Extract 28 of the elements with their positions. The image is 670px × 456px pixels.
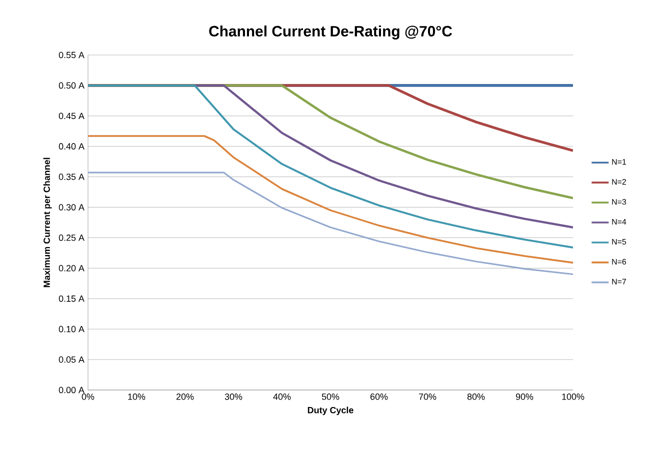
x-tick-label: 70% xyxy=(418,394,436,400)
x-tick-label: 0% xyxy=(82,394,94,400)
chart-title: Channel Current De-Rating @70°C xyxy=(209,26,452,40)
x-tick-label: 30% xyxy=(224,394,242,400)
line-series xyxy=(88,135,574,264)
x-tick-label: 90% xyxy=(516,394,534,400)
x-axis-title: Duty Cycle xyxy=(308,406,354,416)
x-tick-label: 10% xyxy=(128,394,146,400)
y-tick-label: 0.35 A xyxy=(58,174,84,180)
y-tick-label: 0.50 A xyxy=(58,82,84,89)
x-tick-label: 80% xyxy=(467,394,485,400)
y-tick-label: 0.45 A xyxy=(58,112,84,120)
x-tick-label: 40% xyxy=(273,394,291,400)
y-tick-label: 0.15 A xyxy=(58,295,84,302)
y-tick-label: 0.30 A xyxy=(58,204,84,210)
y-tick-label: 0.00 A xyxy=(58,386,84,394)
x-tick-label: 50% xyxy=(322,394,340,400)
y-axis-title: Maximum Current per Channel xyxy=(43,158,52,288)
x-tick-label: 100% xyxy=(562,394,584,400)
x-tick-label: 60% xyxy=(370,394,388,400)
y-tick-label: 0.40 A xyxy=(58,143,84,150)
y-tick-label: 0.20 A xyxy=(58,265,84,272)
x-tick-label: 20% xyxy=(176,394,194,400)
line-series xyxy=(88,172,574,276)
y-tick-label: 0.10 A xyxy=(58,326,84,332)
y-tick-label: 0.05 A xyxy=(58,356,84,363)
y-tick-label: 0.55 A xyxy=(58,52,84,58)
y-tick-label: 0.25 A xyxy=(58,234,84,241)
